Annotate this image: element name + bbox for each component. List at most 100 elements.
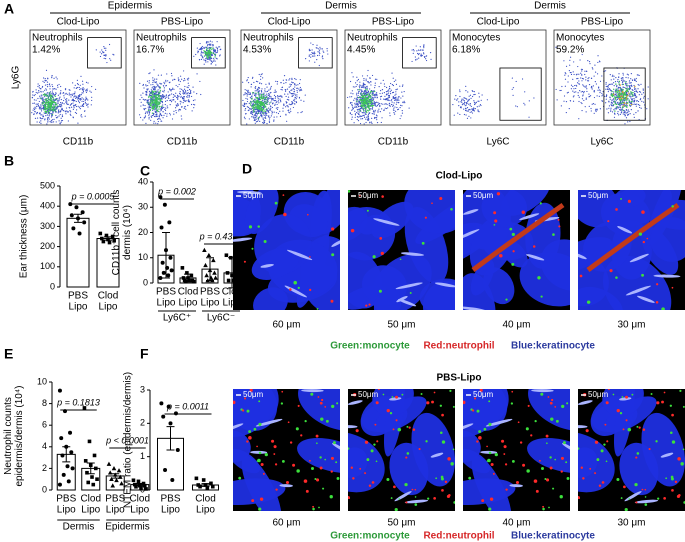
event-dot xyxy=(605,83,607,85)
event-dot xyxy=(58,120,60,122)
event-dot xyxy=(47,102,50,104)
cell-dot xyxy=(366,209,369,212)
event-dot xyxy=(626,82,628,85)
event-dot xyxy=(150,119,152,121)
event-dot xyxy=(163,106,165,109)
event-dot xyxy=(214,53,217,56)
event-dot xyxy=(148,98,150,100)
event-dot xyxy=(143,87,145,89)
cell-dot xyxy=(303,479,308,483)
event-dot xyxy=(265,96,268,98)
event-dot xyxy=(55,92,57,94)
event-dot xyxy=(48,104,50,106)
event-dot xyxy=(366,87,368,89)
event-dot xyxy=(207,52,210,55)
event-dot xyxy=(149,91,151,93)
event-dot xyxy=(464,109,467,111)
event-dot xyxy=(183,99,185,102)
event-dot xyxy=(72,102,74,104)
event-dot xyxy=(78,86,80,89)
cell-dot xyxy=(561,404,565,409)
keratinocyte-region xyxy=(404,190,455,234)
event-dot xyxy=(590,110,592,112)
event-dot xyxy=(597,87,600,89)
event-dot xyxy=(52,109,54,111)
event-dot xyxy=(212,44,214,46)
cell-dot xyxy=(638,232,643,236)
event-dot xyxy=(48,84,50,86)
plot-title: PBS-Lipo xyxy=(372,17,415,28)
event-dot xyxy=(581,77,584,80)
event-dot xyxy=(373,110,375,112)
event-dot xyxy=(599,80,602,82)
event-dot xyxy=(210,59,212,62)
event-dot xyxy=(171,118,174,120)
keratinocyte-region xyxy=(578,286,623,310)
event-dot xyxy=(219,55,221,57)
cell-dot xyxy=(540,392,544,396)
keratinocyte-region xyxy=(233,389,279,426)
event-dot xyxy=(423,44,425,46)
data-point xyxy=(106,237,110,242)
event-dot xyxy=(619,109,622,111)
event-dot xyxy=(607,84,609,87)
data-point xyxy=(106,461,112,466)
event-dot xyxy=(262,118,264,121)
event-dot xyxy=(308,54,310,56)
event-dot xyxy=(363,79,365,81)
event-dot xyxy=(613,75,615,77)
event-dot xyxy=(365,93,367,95)
event-dot xyxy=(560,105,562,107)
event-dot xyxy=(34,110,36,112)
event-dot xyxy=(152,102,154,104)
cell-dot xyxy=(674,480,678,484)
event-dot xyxy=(151,106,154,108)
event-dot xyxy=(374,87,376,89)
event-dot xyxy=(565,101,568,103)
event-dot xyxy=(247,82,250,84)
event-dot xyxy=(576,82,579,84)
event-dot xyxy=(260,96,263,99)
event-dot xyxy=(212,47,214,49)
event-dot xyxy=(631,79,634,81)
event-dot xyxy=(267,94,270,96)
event-dot xyxy=(371,113,373,115)
event-dot xyxy=(614,93,616,95)
event-dot xyxy=(148,96,150,98)
keratinocyte-region xyxy=(348,447,368,478)
event-dot xyxy=(397,97,399,99)
event-dot xyxy=(257,88,259,90)
event-dot xyxy=(356,111,358,114)
cell-dot xyxy=(650,393,653,396)
data-point xyxy=(162,202,167,207)
event-dot xyxy=(253,81,255,84)
cell-dot xyxy=(295,427,299,431)
cell-dot xyxy=(644,496,647,498)
event-dot xyxy=(565,111,567,114)
data-point xyxy=(158,275,163,280)
event-dot xyxy=(393,112,395,114)
event-dot xyxy=(152,79,154,81)
event-dot xyxy=(367,81,369,83)
event-dot xyxy=(395,89,397,91)
event-dot xyxy=(423,55,425,58)
event-dot xyxy=(46,107,49,110)
cell-dot xyxy=(671,286,674,289)
event-dot xyxy=(643,101,645,103)
event-dot xyxy=(276,103,278,106)
event-dot xyxy=(351,96,353,98)
scale-label: 50μm xyxy=(473,390,494,399)
event-dot xyxy=(47,117,49,119)
event-dot xyxy=(38,108,41,110)
event-dot xyxy=(394,97,396,100)
cell-highlight xyxy=(301,389,324,393)
event-dot xyxy=(284,93,286,95)
cell-dot xyxy=(600,449,604,453)
event-dot xyxy=(254,107,256,109)
event-dot xyxy=(60,90,62,92)
event-dot xyxy=(358,111,360,113)
event-dot xyxy=(462,99,464,101)
event-dot xyxy=(255,96,257,99)
event-dot xyxy=(56,117,58,119)
data-point xyxy=(90,475,94,479)
